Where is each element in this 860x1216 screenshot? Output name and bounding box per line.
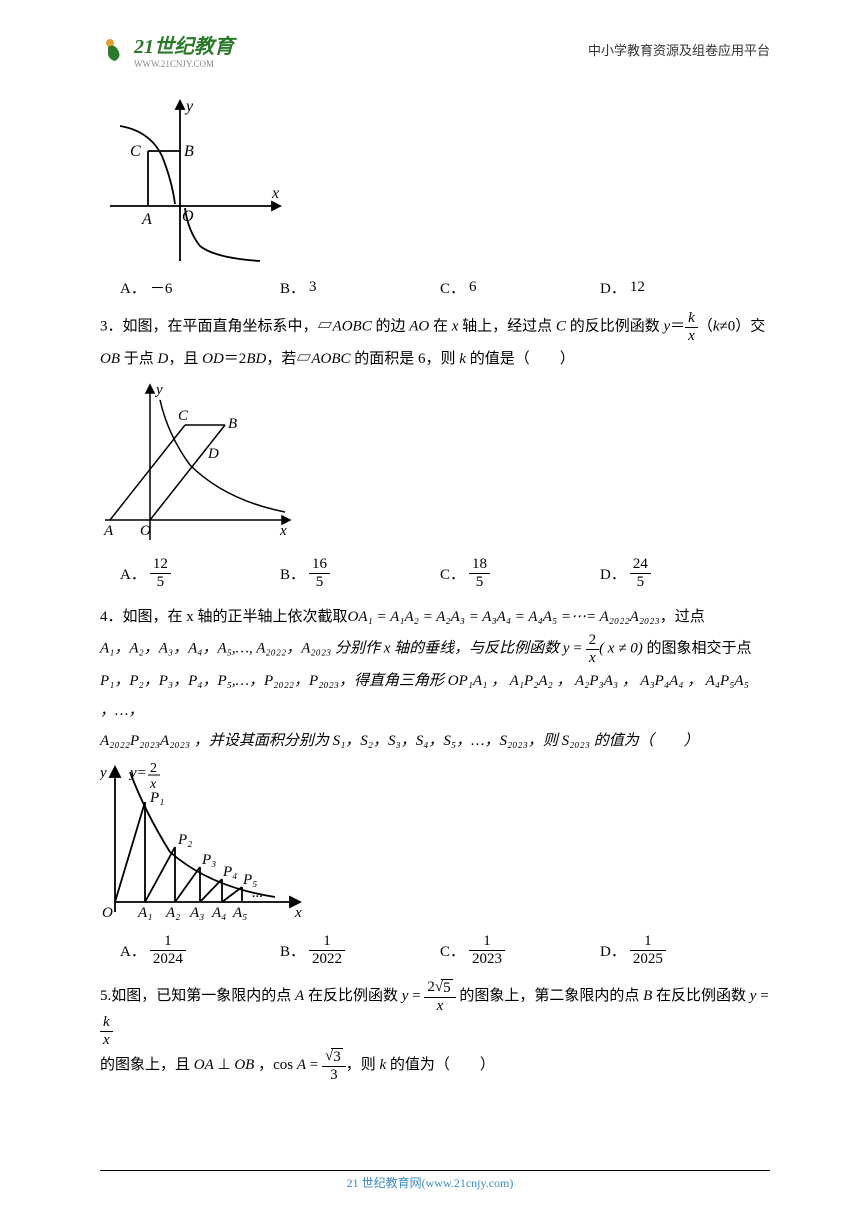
svg-text:2: 2 <box>150 762 157 776</box>
header-right-text: 中小学教育资源及组卷应用平台 <box>588 40 770 59</box>
q4-option-a: A．12024 <box>120 933 280 967</box>
svg-text:A₄: A₄ <box>211 905 226 921</box>
q4-problem: 4．如图，在 x 轴的正半轴上依次截取OA₁ = A₁A₂ = A₂A₃ = A… <box>100 602 770 756</box>
q3-problem: 3．如图，在平面直角坐标系中，▱AOBC 的边 AO 在 x 轴上，经过点 C … <box>100 310 770 374</box>
svg-text:y: y <box>154 382 163 398</box>
page-header: 21世纪教育 WWW.21CNJY.COM 中小学教育资源及组卷应用平台 <box>100 30 770 69</box>
footer-text: 21 世纪教育网(www.21cnjy.com) <box>347 1176 514 1190</box>
q3-graph: y x O A B C D <box>100 380 770 550</box>
logo-sub-text: WWW.21CNJY.COM <box>134 59 234 69</box>
q3-options: A．125 B．165 C．185 D．245 <box>120 556 770 590</box>
svg-text:A₃: A₃ <box>189 905 204 921</box>
q4-option-d: D．12025 <box>600 933 760 967</box>
svg-text:y: y <box>100 765 107 781</box>
svg-text:y=: y= <box>128 765 147 781</box>
q2-options: A．－6 B．3 C．6 D．12 <box>120 277 770 298</box>
svg-text:...: ... <box>252 885 263 901</box>
svg-text:B: B <box>228 416 237 432</box>
q4-option-b: B．12022 <box>280 933 440 967</box>
logo: 21世纪教育 WWW.21CNJY.COM <box>100 30 234 69</box>
svg-text:A₂: A₂ <box>165 905 180 921</box>
q2-option-b: B．3 <box>280 277 440 298</box>
q4-options: A．12024 B．12022 C．12023 D．12025 <box>120 933 770 967</box>
footer: 21 世纪教育网(www.21cnjy.com) <box>0 1174 860 1191</box>
svg-text:P₄: P₄ <box>222 864 237 880</box>
svg-text:C: C <box>130 143 141 160</box>
logo-text: 21世纪教育 WWW.21CNJY.COM <box>134 30 234 69</box>
logo-icon <box>100 35 130 65</box>
svg-text:P₃: P₃ <box>201 852 216 868</box>
q3-number: 3． <box>100 318 123 334</box>
svg-text:D: D <box>207 446 219 462</box>
svg-text:O: O <box>140 523 151 539</box>
svg-text:P₁: P₁ <box>149 790 164 806</box>
svg-text:P₂: P₂ <box>177 832 192 848</box>
q2-graph: y x O A C B <box>100 96 770 271</box>
q2-option-a: A．－6 <box>120 277 280 298</box>
q5-problem: 5.如图，已知第一象限内的点 A 在反比例函数 y = 2√5x 的图象上，第二… <box>100 979 770 1083</box>
q2-opt-c-val: 6 <box>469 279 477 296</box>
q3-option-c: C．185 <box>440 556 600 590</box>
footer-line <box>100 1170 770 1171</box>
svg-text:A₁: A₁ <box>137 905 152 921</box>
q2-option-c: C．6 <box>440 277 600 298</box>
q5-number: 5. <box>100 988 111 1004</box>
svg-text:x: x <box>149 777 157 792</box>
content-area: y x O A C B A．－6 B．3 C．6 D．12 3．如图，在平面直角… <box>100 90 770 1156</box>
q2-opt-b-val: 3 <box>309 279 317 296</box>
svg-text:A₅: A₅ <box>232 905 247 921</box>
q2-opt-d-val: 12 <box>630 279 645 296</box>
svg-text:B: B <box>184 143 194 160</box>
svg-text:O: O <box>182 208 194 225</box>
svg-text:A: A <box>141 211 152 228</box>
logo-main-text: 21世纪教育 <box>134 30 234 59</box>
svg-text:A: A <box>103 523 114 539</box>
q3-option-a: A．125 <box>120 556 280 590</box>
svg-text:y: y <box>184 98 194 115</box>
q3-option-b: B．165 <box>280 556 440 590</box>
q2-opt-a-val: －6 <box>150 277 173 298</box>
svg-text:x: x <box>294 905 302 921</box>
q3-option-d: D．245 <box>600 556 760 590</box>
svg-text:x: x <box>271 185 279 202</box>
svg-text:C: C <box>178 408 189 424</box>
q4-number: 4． <box>100 609 123 625</box>
svg-text:x: x <box>279 523 287 539</box>
q4-graph: y y= x O A₁ A₂ A₃ A₄ A₅ P₁ P₂ P₃ P₄ P₅ .… <box>100 762 770 927</box>
q4-option-c: C．12023 <box>440 933 600 967</box>
svg-text:O: O <box>102 905 113 921</box>
q2-option-d: D．12 <box>600 277 760 298</box>
